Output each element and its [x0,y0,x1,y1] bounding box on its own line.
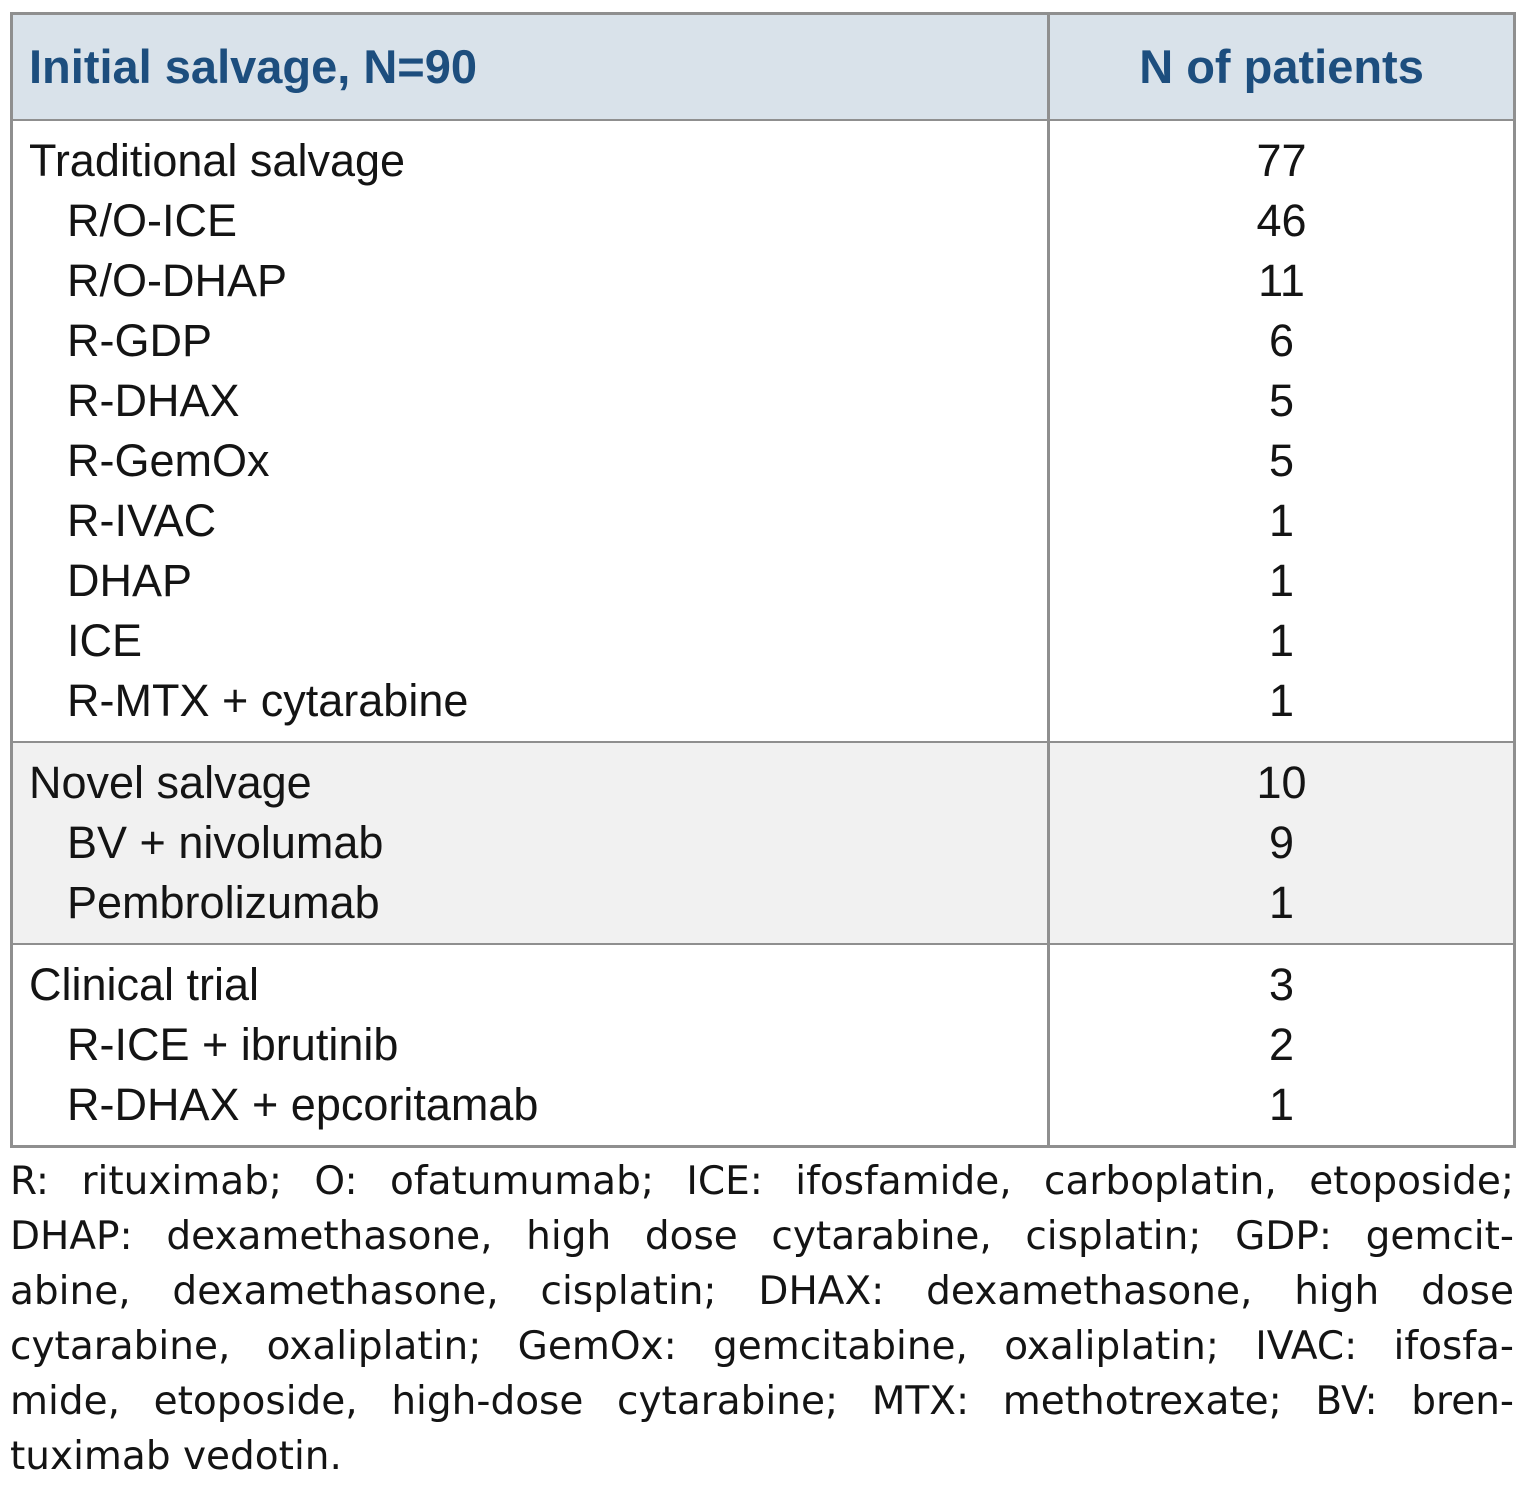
section-novel-salvage: Novel salvage 10 BV + nivolumab 9 Pembro… [11,741,1515,944]
row-label: Clinical trial [29,958,260,1010]
row-value: 11 [1047,250,1515,311]
table-row: BV + nivolumab 9 [11,812,1515,873]
column-header-n-of-patients: N of patients [1047,13,1515,121]
row-label: R-GemOx [67,434,270,486]
row-value: 5 [1047,430,1515,491]
footnote-line: DHAP: dexamethasone, high dose cytarabin… [10,1214,1514,1259]
abbreviation-footnote: R: rituximab; O: ofatumumab; ICE: ifosfa… [10,1154,1514,1484]
table-header-row: Initial salvage, N=90 N of patients [11,13,1515,121]
row-value: 1 [1047,670,1515,742]
row-value: 77 [1047,119,1515,191]
table-row: R-DHAX + epcoritamab 1 [12,1074,1515,1146]
row-label: R/O-DHAP [67,254,288,306]
table-row: R-IVAC 1 [12,490,1515,551]
row-label: R-MTX + cytarabine [67,674,469,726]
row-value: 1 [1047,1074,1515,1146]
row-label: R/O-ICE [67,194,238,246]
footnote-line: cytarabine, oxaliplatin; GemOx: gemcitab… [10,1324,1514,1369]
section-traditional-salvage: Traditional salvage 77 R/O-ICE 46 R/O-DH… [11,119,1515,742]
row-label: R-GDP [67,314,212,366]
table-row: R-DHAX 5 [12,370,1515,431]
row-value: 1 [1047,550,1515,611]
salvage-table: Initial salvage, N=90 N of patients Trad… [10,12,1516,1148]
row-label: ICE [67,614,143,666]
row-value: 1 [1047,490,1515,551]
row-label: Pembrolizumab [11,872,1049,944]
row-label: Traditional salvage [29,134,406,186]
row-value: 5 [1047,370,1515,431]
row-label: R-DHAX + epcoritamab [67,1078,539,1130]
footnote-line: R: rituximab; O: ofatumumab; ICE: ifosfa… [10,1159,1514,1204]
table-header: Initial salvage, N=90 N of patients [11,13,1515,121]
table-row: Pembrolizumab 1 [11,872,1515,944]
row-label: BV + nivolumab [11,812,1049,873]
row-value: 9 [1047,812,1515,873]
row-label: R-ICE + ibrutinib [67,1018,399,1070]
table-row: R/O-ICE 46 [12,190,1515,251]
table-row: R-GemOx 5 [12,430,1515,491]
row-value: 1 [1047,610,1515,671]
table-row: R-ICE + ibrutinib 2 [12,1014,1515,1075]
table-row: R-MTX + cytarabine 1 [12,670,1515,742]
salvage-table-container: Initial salvage, N=90 N of patients Trad… [10,12,1516,1148]
table-row: R-GDP 6 [12,310,1515,371]
table-row: R/O-DHAP 11 [12,250,1515,311]
row-label: R-IVAC [67,494,217,546]
row-label: R-DHAX [67,374,240,426]
row-value: 10 [1047,741,1515,813]
row-value: 3 [1047,943,1515,1015]
row-value: 2 [1047,1014,1515,1075]
footnote-line: mide, etoposide, high-dose cytarabine; M… [10,1379,1514,1424]
table-row: DHAP 1 [12,550,1515,611]
table-row: ICE 1 [12,610,1515,671]
row-label: Novel salvage [11,741,1049,813]
row-value: 1 [1047,872,1515,944]
table-row: Novel salvage 10 [11,741,1515,813]
footnote-line: abine, dexamethasone, cisplatin; DHAX: d… [10,1269,1514,1314]
table-row: Traditional salvage 77 [12,119,1515,191]
row-value: 46 [1047,190,1515,251]
column-header-initial-salvage: Initial salvage, N=90 [11,13,1049,121]
footnote-line: tuximab vedotin. [10,1434,342,1479]
table-row: Clinical trial 3 [12,943,1515,1015]
section-clinical-trial: Clinical trial 3 R-ICE + ibrutinib 2 R-D… [11,943,1515,1146]
row-value: 6 [1047,310,1515,371]
row-label: DHAP [67,554,193,606]
